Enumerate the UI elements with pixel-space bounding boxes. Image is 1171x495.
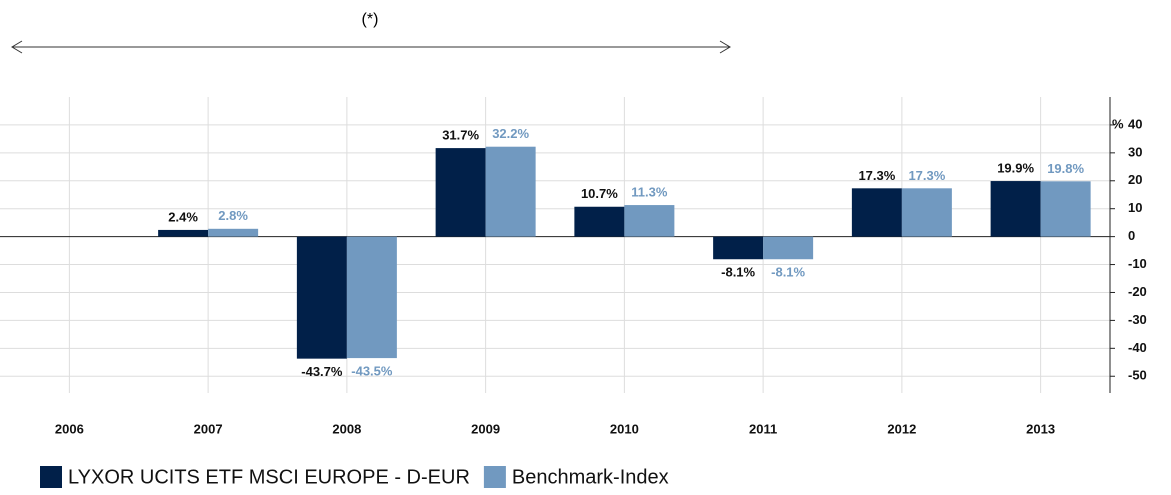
value-label: 19.9% [997, 160, 1034, 175]
bar [1040, 181, 1091, 237]
x-tick-label: 2006 [55, 421, 84, 436]
x-tick-label: 2008 [332, 421, 361, 436]
bar [435, 148, 486, 237]
y-tick-label: -10 [1128, 256, 1147, 271]
bar [574, 206, 625, 237]
bar [624, 205, 675, 237]
legend-swatch [40, 466, 62, 488]
legend-label: Benchmark-Index [512, 466, 669, 488]
bar [990, 181, 1041, 237]
value-label: 31.7% [442, 128, 479, 143]
bar [158, 229, 209, 237]
y-axis-label: % [1112, 116, 1124, 131]
value-label: -8.1% [771, 265, 805, 280]
x-tick-label: 2007 [194, 421, 223, 436]
value-label: 10.7% [581, 186, 618, 201]
bar [851, 188, 902, 237]
y-tick-label: -20 [1128, 284, 1147, 299]
x-tick-label: 2012 [887, 421, 916, 436]
period-arrow [11, 40, 731, 54]
legend-label: LYXOR UCITS ETF MSCI EUROPE - D-EUR [68, 466, 470, 488]
bar [346, 236, 397, 359]
x-tick-label: 2013 [1026, 421, 1055, 436]
y-tick-label: 40 [1128, 116, 1142, 131]
value-label: 2.8% [218, 208, 248, 223]
legend-swatch [483, 466, 506, 488]
x-tick-label: 2011 [749, 421, 777, 436]
annotation: (*) [362, 11, 379, 28]
x-tick-label: 2010 [610, 421, 639, 436]
value-label: 17.3% [908, 168, 945, 183]
value-label: -43.5% [351, 364, 393, 379]
bar [296, 236, 347, 359]
bar [901, 188, 952, 237]
value-label: -8.1% [721, 265, 755, 280]
bar [763, 236, 814, 260]
value-label: 2.4% [168, 209, 198, 224]
y-tick-label: 10 [1128, 200, 1142, 215]
value-label: 19.8% [1047, 161, 1084, 176]
y-tick-label: 20 [1128, 172, 1142, 187]
bar [713, 236, 764, 260]
bar [485, 146, 536, 237]
value-label: 32.2% [492, 126, 529, 141]
value-label: 17.3% [858, 168, 895, 183]
y-tick-label: -40 [1128, 340, 1147, 355]
y-tick-label: 0 [1128, 228, 1135, 243]
y-tick-label: 30 [1128, 144, 1142, 159]
value-label: -43.7% [301, 364, 343, 379]
value-label: 11.3% [631, 185, 668, 200]
y-tick-label: -30 [1128, 312, 1147, 327]
y-tick-label: -50 [1128, 368, 1147, 383]
bar [208, 228, 259, 237]
x-tick-label: 2009 [471, 421, 500, 436]
